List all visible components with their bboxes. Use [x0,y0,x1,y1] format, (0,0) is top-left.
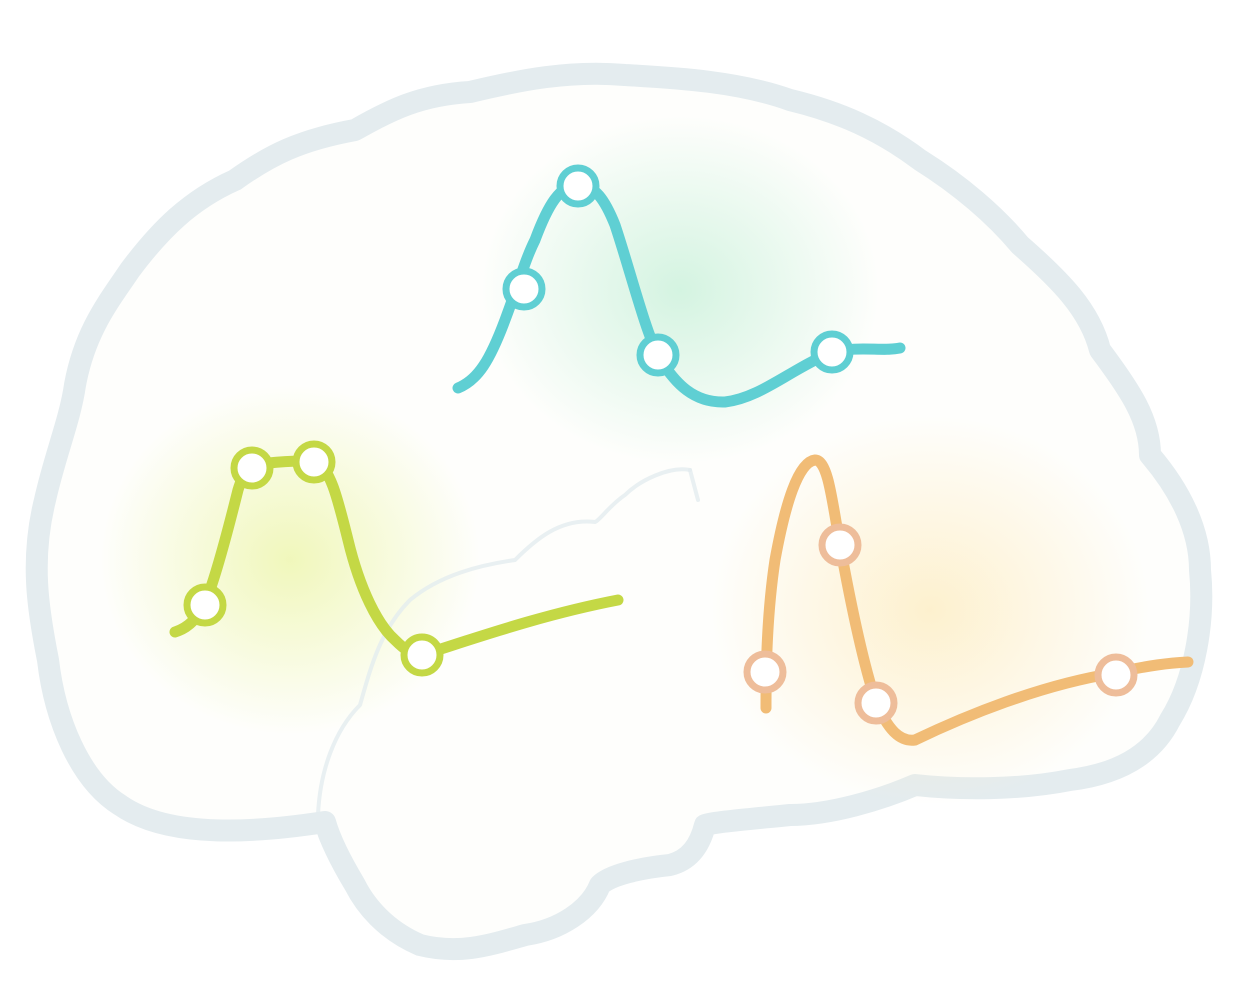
temporal-lobe-notch [688,468,700,502]
green-marker-1 [183,583,227,627]
green-marker-3 [292,440,336,484]
teal-marker-2 [556,164,600,208]
orange-waveform-line [760,454,1194,746]
orange-glow [710,415,1150,805]
orange-marker-2 [818,523,862,567]
green-waveform [169,440,624,677]
teal-marker-1 [502,267,546,311]
orange-marker-4 [1094,653,1138,697]
green-marker-2 [230,446,274,490]
teal-marker-3 [636,333,680,377]
orange-marker-3 [854,681,898,725]
temporal-lobe-outline [315,467,692,847]
teal-waveform [452,164,906,408]
green-marker-4 [400,633,444,677]
green-glow [100,385,480,735]
teal-marker-4 [810,330,854,374]
orange-marker-1 [743,650,787,694]
orange-waveform [743,454,1194,746]
